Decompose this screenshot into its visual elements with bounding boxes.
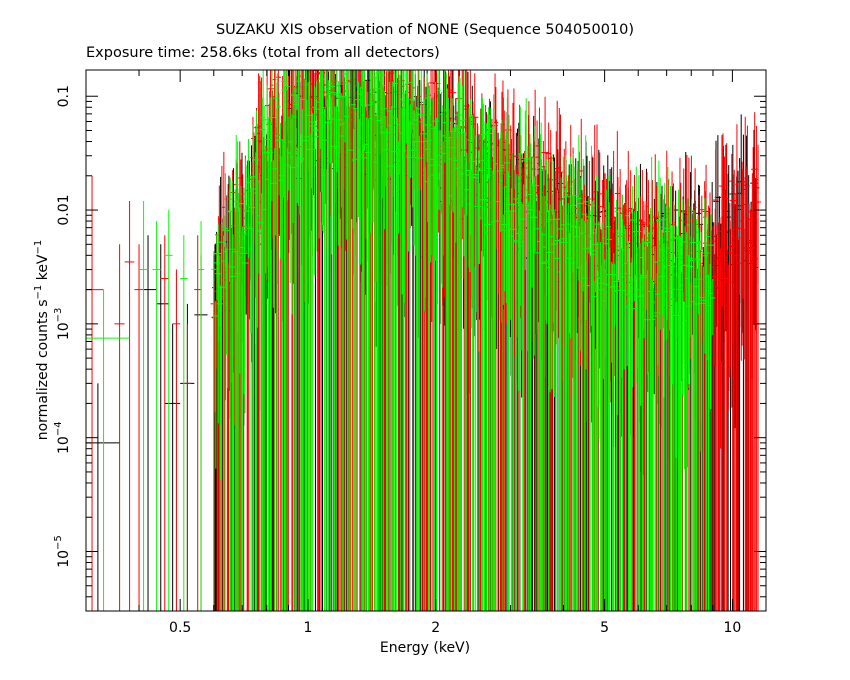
plot-frame	[85, 69, 767, 612]
y-axis-label-main: normalized counts s	[34, 299, 51, 441]
chart-title: SUZAKU XIS observation of NONE (Sequence…	[215, 22, 635, 38]
x-tick-label: 1	[303, 620, 312, 636]
spectrum-bins	[211, 70, 716, 611]
y-axis-label-unit: keV	[34, 254, 51, 285]
data-point	[114, 244, 125, 611]
data-point	[86, 175, 104, 611]
series-2	[86, 70, 716, 611]
data-layer	[86, 70, 762, 611]
data-point	[134, 244, 144, 611]
data-point	[139, 201, 149, 611]
x-tick-label: 0.5	[169, 620, 191, 636]
y-tick-label: 10−4	[53, 421, 72, 454]
plot-area	[86, 70, 762, 611]
data-point	[152, 221, 161, 611]
x-tick-label: 5	[600, 620, 609, 636]
y-axis-label-exponent-2: −1	[33, 239, 45, 255]
x-tick-label: 10	[723, 620, 741, 636]
data-point	[160, 235, 169, 611]
y-tick-label: 10−3	[53, 308, 72, 341]
y-axis-label-exponent-1: −1	[33, 284, 45, 300]
data-point	[143, 235, 157, 611]
data-point	[180, 235, 188, 611]
y-tick-label: 10−5	[53, 535, 72, 568]
x-tick-label: 2	[431, 620, 440, 636]
x-axis-label: Energy (keV)	[379, 640, 471, 656]
y-tick-label: 0.1	[56, 85, 72, 107]
data-point	[164, 323, 181, 611]
y-tick-label: 0.01	[56, 194, 72, 225]
data-point	[86, 289, 130, 611]
data-point	[183, 323, 191, 611]
y-axis-label: normalized counts s−1 keV−1	[33, 240, 51, 441]
data-point	[197, 221, 205, 611]
axis-tick-labels: 0.5 1 2 5 10 0.1 0.01 10−3 10−4 10−5	[53, 85, 741, 636]
data-point	[172, 269, 181, 611]
data-point	[124, 201, 135, 611]
data-point	[194, 235, 202, 611]
chart-subtitle: Exposure time: 258.6ks (total from all d…	[86, 45, 440, 61]
axis-ticks	[85, 70, 766, 612]
data-point	[164, 210, 173, 611]
data-point	[156, 244, 169, 611]
